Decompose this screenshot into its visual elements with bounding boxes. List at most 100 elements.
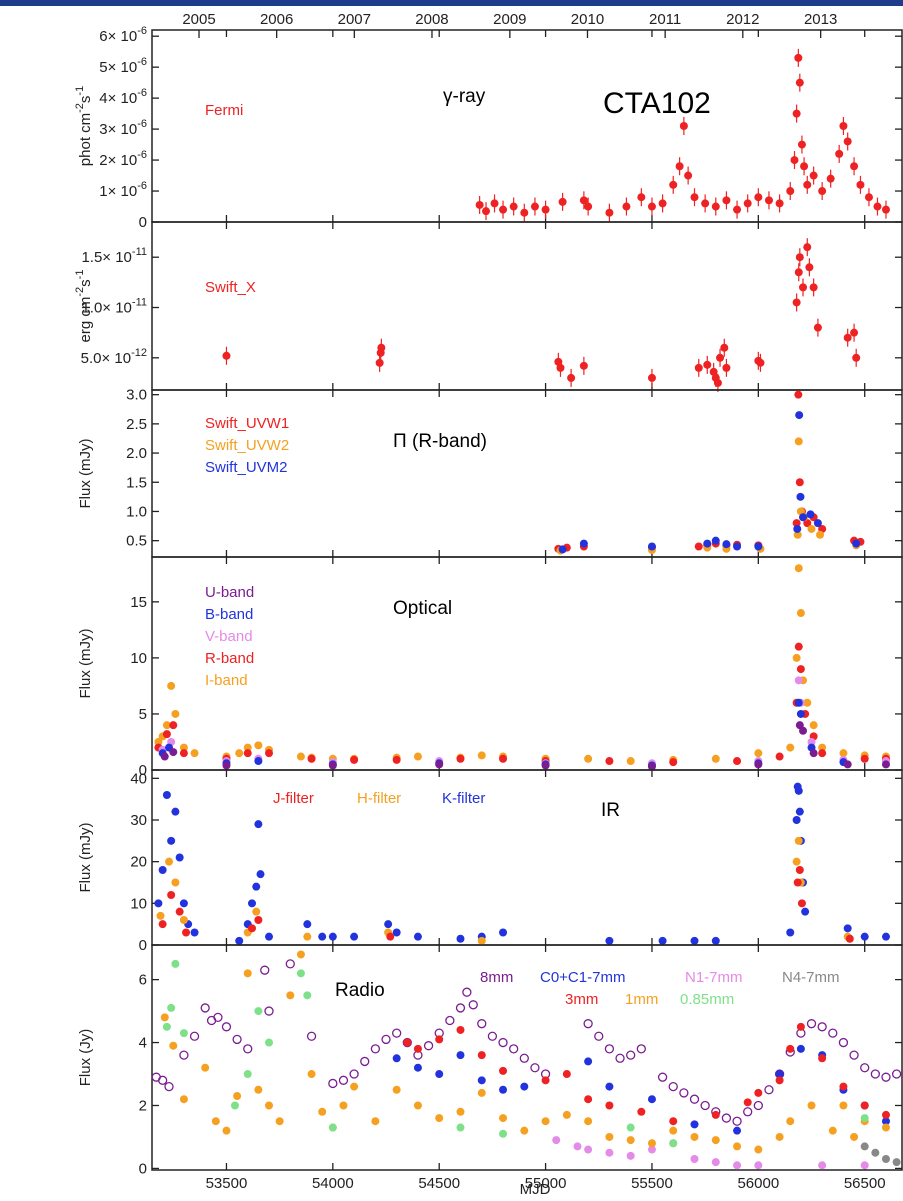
data-point	[605, 1148, 614, 1157]
legend-entry: R-band	[205, 650, 254, 667]
data-point	[690, 193, 699, 202]
data-point	[839, 1101, 848, 1110]
data-point	[850, 162, 859, 171]
data-point	[403, 1038, 412, 1047]
data-point	[520, 208, 529, 217]
data-point	[175, 853, 184, 862]
data-point	[860, 1101, 869, 1110]
data-point	[733, 1161, 742, 1170]
data-point	[818, 1161, 827, 1170]
data-point	[413, 1044, 422, 1053]
data-point	[794, 268, 803, 277]
data-point	[668, 1081, 678, 1092]
data-point	[254, 1007, 263, 1016]
data-point	[477, 936, 486, 945]
data-point	[605, 1082, 614, 1091]
data-point	[605, 757, 614, 766]
data-point	[733, 542, 742, 551]
series-C0+C1-7mm	[392, 1044, 890, 1135]
data-point	[711, 1110, 720, 1119]
data-point	[462, 987, 472, 997]
data-point	[260, 965, 270, 975]
data-point	[843, 137, 852, 146]
data-point	[558, 197, 567, 206]
data-point	[235, 936, 244, 945]
data-point	[796, 492, 805, 501]
data-point	[445, 1015, 455, 1026]
data-point	[360, 1056, 370, 1067]
data-point	[775, 1132, 784, 1141]
data-point	[169, 1041, 178, 1050]
panel-frame	[151, 556, 903, 771]
data-point	[413, 1063, 422, 1072]
legend-entry: V-band	[205, 628, 253, 645]
data-point	[647, 1139, 656, 1148]
data-point	[162, 1022, 171, 1031]
data-point	[243, 743, 252, 752]
data-point	[392, 1085, 401, 1094]
data-point	[713, 378, 722, 387]
data-point	[552, 1136, 561, 1145]
data-point	[413, 1101, 422, 1110]
annotation-rband: Π (R-band)	[393, 431, 487, 452]
data-point	[626, 1151, 635, 1160]
data-point	[754, 1088, 763, 1097]
y-tick-label: 15	[130, 594, 147, 611]
top-year-label: 2011	[649, 11, 681, 28]
y-tick-label: 1.5	[126, 474, 147, 491]
data-point	[807, 524, 816, 533]
x-tick-label: 54000	[312, 1175, 354, 1192]
data-point	[805, 263, 814, 272]
y-tick-label: 5	[139, 706, 147, 723]
data-point	[775, 1076, 784, 1085]
y-tick-label: 10	[130, 895, 147, 912]
data-point	[243, 969, 252, 978]
data-point	[235, 749, 244, 758]
data-point	[579, 539, 588, 548]
data-point	[754, 542, 763, 551]
data-point	[392, 1054, 401, 1063]
data-point	[786, 928, 795, 937]
data-point	[792, 857, 801, 866]
data-point	[775, 1070, 784, 1079]
data-point	[456, 934, 465, 943]
data-point	[584, 1117, 593, 1126]
data-point	[647, 373, 656, 382]
data-point	[637, 1107, 646, 1116]
data-point	[584, 1057, 593, 1066]
data-point	[743, 1107, 753, 1117]
data-point	[694, 542, 703, 551]
panel-frame	[151, 769, 903, 946]
data-point	[232, 1034, 242, 1045]
data-point	[799, 513, 808, 522]
data-point	[254, 741, 263, 750]
data-point	[860, 1114, 869, 1123]
series-N4-7mm	[860, 1142, 901, 1167]
panel-frame	[151, 944, 903, 1171]
data-point	[169, 748, 178, 757]
data-point	[303, 932, 312, 941]
y-tick-label: 1.0× 10-11	[81, 297, 147, 317]
data-point	[775, 752, 784, 761]
data-point	[384, 920, 393, 929]
data-point	[796, 609, 805, 618]
data-point	[864, 193, 873, 202]
y-tick-label: 2.0	[126, 445, 147, 462]
data-point	[792, 298, 801, 307]
y-tick-label: 5× 10-6	[99, 56, 147, 76]
data-point	[658, 199, 667, 208]
data-point	[230, 1101, 239, 1110]
data-point	[520, 1082, 529, 1091]
data-point	[647, 1145, 656, 1154]
data-point	[455, 1003, 466, 1013]
data-point	[849, 1050, 859, 1060]
data-point	[721, 1113, 732, 1123]
y-tick-label: 0	[139, 762, 147, 779]
data-point	[456, 1107, 465, 1116]
y-tick-label: 2× 10-6	[99, 149, 147, 169]
data-point	[795, 253, 804, 262]
data-point	[792, 653, 801, 662]
data-point	[807, 737, 816, 746]
data-point	[167, 681, 176, 690]
x-axis-title: MJD	[520, 1181, 551, 1198]
